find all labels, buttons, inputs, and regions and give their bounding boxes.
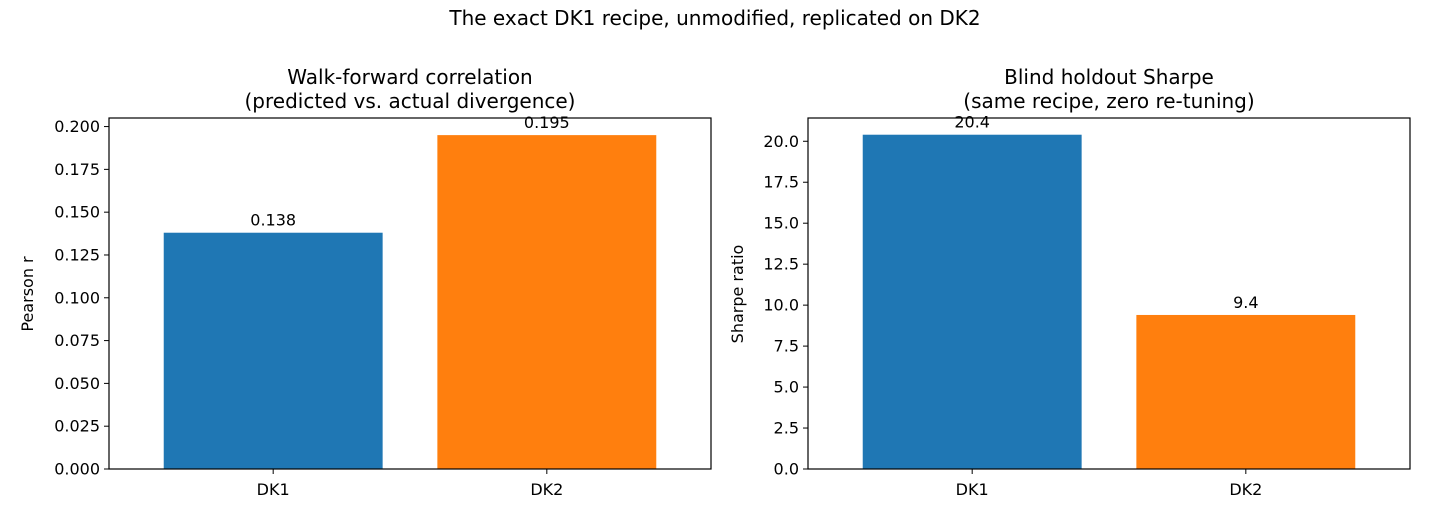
y-tick-label: 0.175 xyxy=(54,160,100,179)
y-tick-label: 20.0 xyxy=(763,132,799,151)
chart-title-line1: Walk-forward correlation xyxy=(287,65,532,89)
bar-value-label: 20.4 xyxy=(954,113,990,132)
x-tick-label: DK2 xyxy=(1229,480,1262,499)
y-tick-label: 0.025 xyxy=(54,417,100,436)
x-tick-label: DK1 xyxy=(956,480,989,499)
plot-frame xyxy=(807,117,1411,470)
chart-title-line2: (same recipe, zero re-tuning) xyxy=(963,89,1254,113)
bar-dk2 xyxy=(1136,314,1356,469)
x-tick-label: DK2 xyxy=(530,480,563,499)
y-tick-label: 12.5 xyxy=(763,255,799,274)
figure-suptitle: The exact DK1 recipe, unmodified, replic… xyxy=(448,6,980,30)
chart-title-line1: Blind holdout Sharpe xyxy=(1004,65,1214,89)
chart-walk-forward-correlation: Walk-forward correlation (predicted vs. … xyxy=(18,65,712,499)
y-tick-label: 7.5 xyxy=(774,337,799,356)
chart-blind-holdout-sharpe: Blind holdout Sharpe (same recipe, zero … xyxy=(728,65,1411,499)
y-axis-label: Sharpe ratio xyxy=(728,245,747,344)
y-tick-label: 10.0 xyxy=(763,296,799,315)
y-tick-label: 0.075 xyxy=(54,331,100,350)
y-tick-label: 0.150 xyxy=(54,203,100,222)
bar-value-label: 0.195 xyxy=(524,113,570,132)
y-tick-label: 0.0 xyxy=(774,460,799,479)
y-tick-label: 2.5 xyxy=(774,419,799,438)
y-tick-label: 5.0 xyxy=(774,378,799,397)
y-tick-label: 0.100 xyxy=(54,288,100,307)
x-tick-label: DK1 xyxy=(257,480,290,499)
y-tick-label: 17.5 xyxy=(763,173,799,192)
bar-value-label: 9.4 xyxy=(1233,293,1258,312)
y-tick-label: 15.0 xyxy=(763,214,799,233)
bar-dk1 xyxy=(163,232,383,469)
plot-frame xyxy=(108,117,712,470)
chart-title-line2: (predicted vs. actual divergence) xyxy=(245,89,576,113)
y-tick-label: 0.200 xyxy=(54,117,100,136)
y-axis-label: Pearson r xyxy=(18,256,37,332)
y-tick-label: 0.050 xyxy=(54,374,100,393)
bar-dk2 xyxy=(437,135,657,469)
bar-dk1 xyxy=(862,134,1082,469)
y-tick-label: 0.125 xyxy=(54,245,100,264)
y-tick-label: 0.000 xyxy=(54,460,100,479)
bar-value-label: 0.138 xyxy=(250,211,296,230)
